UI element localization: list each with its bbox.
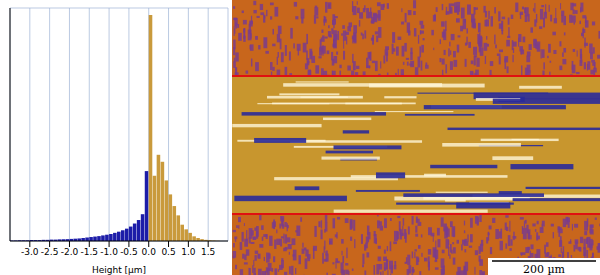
svg-text:-2.5: -2.5 — [41, 247, 59, 257]
svg-text:0.5: 0.5 — [161, 247, 175, 257]
svg-text:-0.5: -0.5 — [120, 247, 138, 257]
svg-text:Height [µm]: Height [µm] — [92, 265, 146, 275]
svg-text:-2.0: -2.0 — [61, 247, 79, 257]
svg-text:-3.0: -3.0 — [21, 247, 39, 257]
svg-text:0.0: 0.0 — [142, 247, 157, 257]
svg-text:-1.0: -1.0 — [100, 247, 118, 257]
svg-text:-1.5: -1.5 — [80, 247, 98, 257]
svg-text:1.5: 1.5 — [201, 247, 215, 257]
svg-text:1.0: 1.0 — [181, 247, 196, 257]
svg-text:200 µm: 200 µm — [523, 263, 566, 275]
